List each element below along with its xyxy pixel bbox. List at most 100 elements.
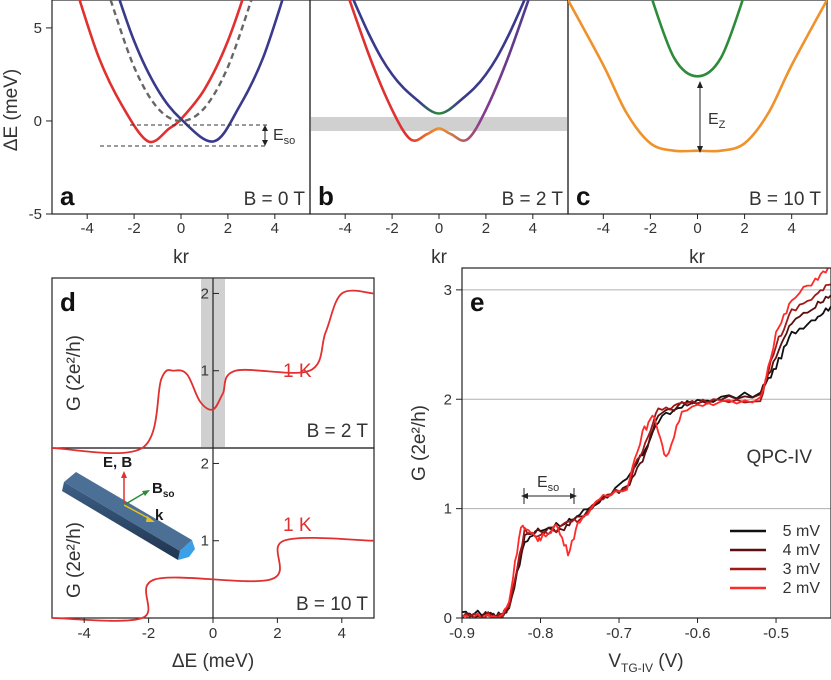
panel-a-xtick-label: 2 xyxy=(224,220,232,237)
panel-d-xtick-label: 2 xyxy=(273,625,281,642)
panel-e-ytick-label: 2 xyxy=(444,391,452,408)
legend-label: 2 mV xyxy=(783,580,821,597)
panel-d-bottom-curves xyxy=(51,536,375,622)
panel-letter-c: c xyxy=(576,181,590,211)
field-label-d-bottom: B = 10 T xyxy=(296,594,368,615)
kr-label-b: kr xyxy=(431,247,448,268)
legend-label: 3 mV xyxy=(783,561,821,578)
band-curve-green xyxy=(650,0,745,78)
panel-b-xticks: -4 -2 0 2 4 xyxy=(339,214,537,237)
kr-label-c: kr xyxy=(689,247,706,268)
panel-d-top-ytick-label: 2 xyxy=(201,285,209,302)
nanowire-body xyxy=(62,482,180,560)
panel-b-frame xyxy=(309,0,569,215)
panel-c-xtick-label: -4 xyxy=(597,220,610,237)
eso-arrow-head-bottom xyxy=(262,140,268,146)
temp-label-top: 1 K xyxy=(283,361,312,382)
panel-b-xtick-label: 0 xyxy=(435,220,443,237)
inset-bso-label: Bso xyxy=(152,480,175,500)
g-axis-label-e: G (2e²/h) xyxy=(409,405,430,481)
nanowire-inset: E, B Bso k xyxy=(62,454,195,560)
panel-e: -0.9 -0.8 -0.7 -0.6 -0.5 0 1 2 3 e QPC-IV Eso 5… xyxy=(409,267,831,675)
panel-a: Eso a B = 0 T -4 -2 0 2 4 -5 0 5 kr ΔE (meV) xyxy=(1,0,311,268)
eb-arrow-head xyxy=(121,471,127,478)
band-curve-blue xyxy=(118,0,284,143)
panel-d-xtick-label: -2 xyxy=(142,625,155,642)
panel-e-xtick-label: -0.5 xyxy=(763,625,789,642)
k-arrow xyxy=(123,504,151,520)
ez-arrow-head-bottom xyxy=(697,146,703,153)
bso-arrow-head xyxy=(142,490,150,496)
panel-c-xticks: -4 -2 0 2 4 xyxy=(597,214,796,237)
panel-a-ytick-label: 5 xyxy=(34,20,42,37)
ez-label: EZ xyxy=(708,111,726,131)
g-axis-label-d-bottom: G (2e²/h) xyxy=(64,522,85,598)
conductance-trace-2mV xyxy=(462,268,831,618)
panel-a-ytick-label: -5 xyxy=(29,206,42,223)
panel-e-ytick-label: 0 xyxy=(444,610,452,627)
conductance-curve-10T xyxy=(51,536,375,622)
delta-e-axis-label: ΔE (meV) xyxy=(172,651,254,672)
panel-a-ytick-label: 0 xyxy=(34,113,42,130)
panel-d-top-curves xyxy=(51,289,375,455)
panel-a-yticks: -5 0 5 xyxy=(29,20,52,223)
panel-a-xtick-label: 0 xyxy=(177,220,185,237)
panel-letter-d: d xyxy=(60,287,76,317)
panel-e-ytick-label: 3 xyxy=(444,282,452,299)
panel-e-yticks: 0 1 2 3 xyxy=(444,282,462,627)
energy-axis-label: ΔE (meV) xyxy=(1,69,22,151)
panel-b-xtick-label: 4 xyxy=(529,220,537,237)
panel-b-curves xyxy=(348,0,530,142)
band-curve-orange xyxy=(568,0,827,153)
panel-d-xtick-label: 0 xyxy=(209,625,217,642)
panel-e-xticks: -0.9 -0.8 -0.7 -0.6 -0.5 xyxy=(449,618,789,642)
band-curve-lower xyxy=(348,0,530,142)
panel-e-xtick-label: -0.6 xyxy=(685,625,711,642)
inset-eb-label: E, B xyxy=(103,454,132,471)
panel-a-xtick-label: -4 xyxy=(81,220,94,237)
panel-b-xtick-label: 2 xyxy=(482,220,490,237)
panel-c-xtick-label: -2 xyxy=(644,220,657,237)
temp-label-bottom: 1 K xyxy=(283,515,312,536)
panel-d-top-ytick-label: 1 xyxy=(201,363,209,380)
panel-e-curves xyxy=(462,268,831,618)
panel-d-xticks: -4 -2 0 2 4 xyxy=(78,618,346,642)
panel-c: EZ c B = 10 T -4 -2 0 2 4 kr xyxy=(567,0,828,268)
eso-label-e: Eso xyxy=(537,474,559,494)
panel-e-frame xyxy=(461,267,831,619)
panel-e-legend: 5 mV 4 mV 3 mV 2 mV xyxy=(730,523,820,597)
field-label-a: B = 0 T xyxy=(244,189,306,210)
panel-d-bottom-ytick-label: 2 xyxy=(201,455,209,472)
panel-a-xtick-label: -2 xyxy=(127,220,140,237)
panel-c-frame xyxy=(567,0,828,215)
band-curve-upper xyxy=(352,0,526,115)
legend-label: 4 mV xyxy=(783,542,821,559)
field-label-d-top: B = 2 T xyxy=(307,421,369,442)
eso-label-a: Eso xyxy=(273,127,295,147)
kr-label-a: kr xyxy=(173,247,190,268)
panel-c-curves xyxy=(568,0,827,153)
panel-e-gridlines xyxy=(462,289,831,510)
bso-arrow xyxy=(123,491,147,506)
k-arrow-head xyxy=(146,516,155,522)
panel-e-ytick-label: 1 xyxy=(444,501,452,518)
panel-d-xtick-label: 4 xyxy=(338,625,346,642)
panel-a-curves xyxy=(78,0,284,144)
panel-e-xtick-label: -0.7 xyxy=(606,625,632,642)
inset-k-label: k xyxy=(155,507,164,524)
field-label-b: B = 2 T xyxy=(502,189,564,210)
legend-label: 5 mV xyxy=(783,523,821,540)
panel-a-xtick-label: 4 xyxy=(271,220,279,237)
vtg-axis-label: VTG-IV (V) xyxy=(608,651,683,675)
panel-d-yticks: 1 2 1 2 xyxy=(201,285,219,550)
g-axis-label-d-top: G (2e²/h) xyxy=(64,335,85,411)
nanowire-top-face xyxy=(64,472,192,551)
panel-b: b B = 2 T -4 -2 0 2 4 kr xyxy=(309,0,569,268)
panel-c-xtick-label: 2 xyxy=(740,220,748,237)
panel-e-xtick-label: -0.8 xyxy=(528,625,554,642)
panel-letter-e: e xyxy=(470,287,484,317)
conductance-curve-2T xyxy=(51,289,375,455)
panel-b-xtick-label: -2 xyxy=(385,220,398,237)
